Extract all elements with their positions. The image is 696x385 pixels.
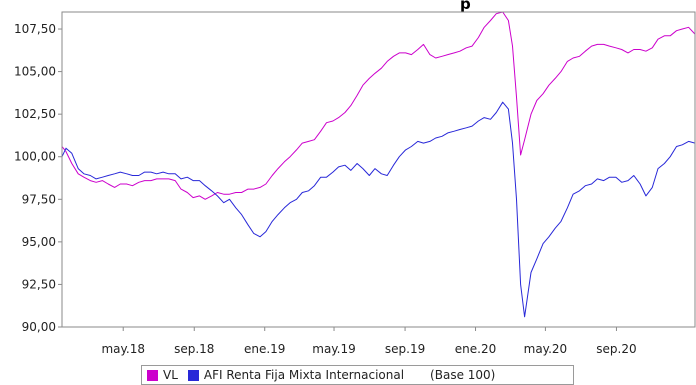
series-line-vl <box>61 11 696 200</box>
y-tick-label: 92,50 <box>22 277 56 291</box>
legend-swatch-afi <box>187 369 199 381</box>
x-tick-label: may.19 <box>312 342 356 356</box>
y-tick-label: 105,00 <box>14 65 56 79</box>
legend: VL AFI Renta Fija Mixta Internacional (B… <box>141 365 574 385</box>
legend-swatch-vl <box>147 369 158 381</box>
y-tick-label: 95,00 <box>22 235 56 249</box>
plot-frame <box>61 11 696 328</box>
x-tick-label: sep.18 <box>174 342 214 356</box>
y-tick-label: 97,50 <box>22 192 56 206</box>
x-tick-label: may.20 <box>524 342 568 356</box>
y-tick-label: 107,50 <box>14 22 56 36</box>
x-tick-label: ene.19 <box>244 342 285 356</box>
x-tick-label: sep.20 <box>596 342 636 356</box>
x-tick-label: may.18 <box>101 342 145 356</box>
y-tick-label: 90,00 <box>22 320 56 334</box>
series-lines <box>61 11 696 318</box>
x-axis-ticks: may.18 sep.18 ene.19 may.19 sep.19 ene.20 may.… <box>101 327 637 356</box>
y-axis-ticks: 90,00 92,50 95,00 97,50 100,00 102,50 105,00 10… <box>14 22 62 334</box>
series-line-afi <box>61 101 696 318</box>
x-tick-label: ene.20 <box>455 342 496 356</box>
y-tick-label: 100,00 <box>14 150 56 164</box>
x-tick-label: sep.19 <box>385 342 425 356</box>
legend-label-afi: AFI Renta Fija Mixta Internacional <box>203 368 405 382</box>
legend-base-note: (Base 100) <box>430 368 496 382</box>
legend-label-vl: VL <box>163 368 178 382</box>
y-tick-label: 102,50 <box>14 107 56 121</box>
chart-title: p <box>460 0 471 13</box>
